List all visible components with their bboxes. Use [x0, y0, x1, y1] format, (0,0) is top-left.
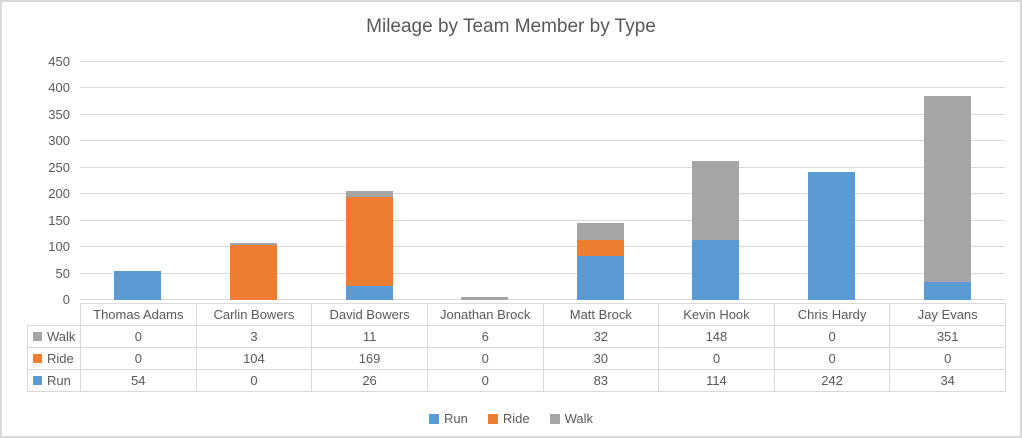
table-row: Ride 0 104 169 0 30 0 0 0	[27, 347, 1006, 370]
category-label: Carlin Bowers	[195, 303, 313, 326]
legend-key-icon	[33, 332, 42, 342]
category-label: David Bowers	[311, 303, 428, 326]
table-value-cell: 0	[889, 347, 1006, 370]
y-axis-tick-label: 150	[48, 212, 70, 228]
table-value-cell: 0	[80, 325, 197, 348]
legend-item-ride: Ride	[487, 411, 530, 426]
table-row: Walk 0 3 11 6 32 148 0 351	[27, 325, 1006, 348]
gridline	[80, 272, 1005, 274]
table-value-cell: 0	[426, 347, 544, 370]
y-axis: 0 50 100 150 200 250 300 350 400 450	[2, 2, 70, 436]
table-value-cell: 34	[889, 369, 1006, 392]
category-label: Thomas Adams	[80, 303, 197, 326]
chart-legend: Run Ride Walk	[2, 411, 1020, 426]
table-value-cell: 0	[426, 369, 544, 392]
category-header-row: Thomas Adams Carlin Bowers David Bowers Jon…	[27, 303, 1006, 326]
legend-key-icon	[33, 354, 42, 364]
legend-key-icon	[33, 376, 42, 386]
y-axis-tick-label: 250	[48, 159, 70, 175]
series-row-header: Ride	[27, 347, 81, 370]
data-table: Thomas Adams Carlin Bowers David Bowers Jon…	[27, 303, 1006, 392]
legend-label: Walk	[564, 411, 593, 426]
legend-label: Ride	[502, 411, 530, 426]
gridline	[80, 193, 1005, 195]
table-value-cell: 351	[889, 325, 1006, 348]
table-value-cell: 242	[773, 369, 891, 392]
bar-segment-walk	[229, 243, 277, 245]
gridline	[80, 140, 1005, 142]
bar-segment-run	[114, 271, 162, 300]
y-axis-tick-label: 450	[48, 54, 70, 69]
legend-item-run: Run	[428, 411, 468, 426]
table-value-cell: 0	[80, 347, 197, 370]
legend-item-walk: Walk	[549, 411, 593, 426]
series-name: Ride	[47, 351, 74, 366]
table-value-cell: 6	[426, 325, 544, 348]
bar-segment-walk	[345, 191, 393, 197]
category-label: Kevin Hook	[658, 303, 775, 326]
table-value-cell: 54	[80, 369, 197, 392]
bar-segment-run	[808, 172, 856, 300]
table-value-cell: 83	[542, 369, 660, 392]
bar-segment-run	[576, 256, 624, 300]
bar-segment-run	[345, 286, 393, 300]
bar-segment-ride	[229, 245, 277, 300]
table-value-cell: 0	[773, 347, 891, 370]
bar-segment-walk	[692, 161, 740, 240]
bar-segment-ride	[576, 240, 624, 257]
legend-swatch-icon	[549, 413, 560, 424]
table-value-cell: 169	[311, 347, 428, 370]
table-value-cell: 26	[311, 369, 428, 392]
table-value-cell: 3	[195, 325, 313, 348]
gridline	[80, 61, 1005, 62]
bar-segment-run	[692, 239, 740, 300]
table-value-cell: 114	[658, 369, 775, 392]
series-name: Walk	[47, 329, 76, 344]
table-value-cell: 0	[773, 325, 891, 348]
gridline	[80, 113, 1005, 115]
y-axis-tick-label: 350	[48, 106, 70, 122]
legend-swatch-icon	[428, 413, 439, 424]
table-value-cell: 148	[658, 325, 775, 348]
series-name: Run	[47, 373, 71, 388]
y-axis-tick-label: 200	[48, 186, 70, 202]
category-label: Jonathan Brock	[426, 303, 544, 326]
bar-segment-run	[923, 282, 971, 300]
bar-segment-walk	[923, 96, 971, 283]
plot-area	[80, 61, 1005, 300]
y-axis-tick-label: 100	[48, 239, 70, 255]
gridline	[80, 166, 1005, 168]
series-row-header: Walk	[27, 325, 81, 348]
table-corner-cell	[27, 303, 81, 326]
bar-segment-walk	[576, 223, 624, 241]
table-value-cell: 30	[542, 347, 660, 370]
table-value-cell: 32	[542, 325, 660, 348]
y-axis-tick-label: 0	[62, 292, 70, 307]
category-label: Jay Evans	[889, 303, 1006, 326]
bar-segment-ride	[345, 196, 393, 287]
legend-swatch-icon	[487, 413, 498, 424]
gridline	[80, 219, 1005, 221]
y-axis-tick-label: 50	[55, 265, 70, 281]
category-label: Chris Hardy	[773, 303, 891, 326]
y-axis-tick-label: 300	[48, 133, 70, 149]
gridline	[80, 87, 1005, 89]
table-value-cell: 0	[658, 347, 775, 370]
table-value-cell: 11	[311, 325, 428, 348]
gridline	[80, 246, 1005, 248]
legend-label: Run	[443, 411, 468, 426]
table-row: Run 54 0 26 0 83 114 242 34	[27, 369, 1006, 392]
category-label: Matt Brock	[542, 303, 660, 326]
series-row-header: Run	[27, 369, 81, 392]
chart-title: Mileage by Team Member by Type	[366, 16, 656, 37]
table-value-cell: 0	[195, 369, 313, 392]
bar-segment-walk	[461, 296, 509, 300]
gridline	[80, 299, 1005, 300]
y-axis-tick-label: 400	[48, 80, 70, 96]
table-value-cell: 104	[195, 347, 313, 370]
